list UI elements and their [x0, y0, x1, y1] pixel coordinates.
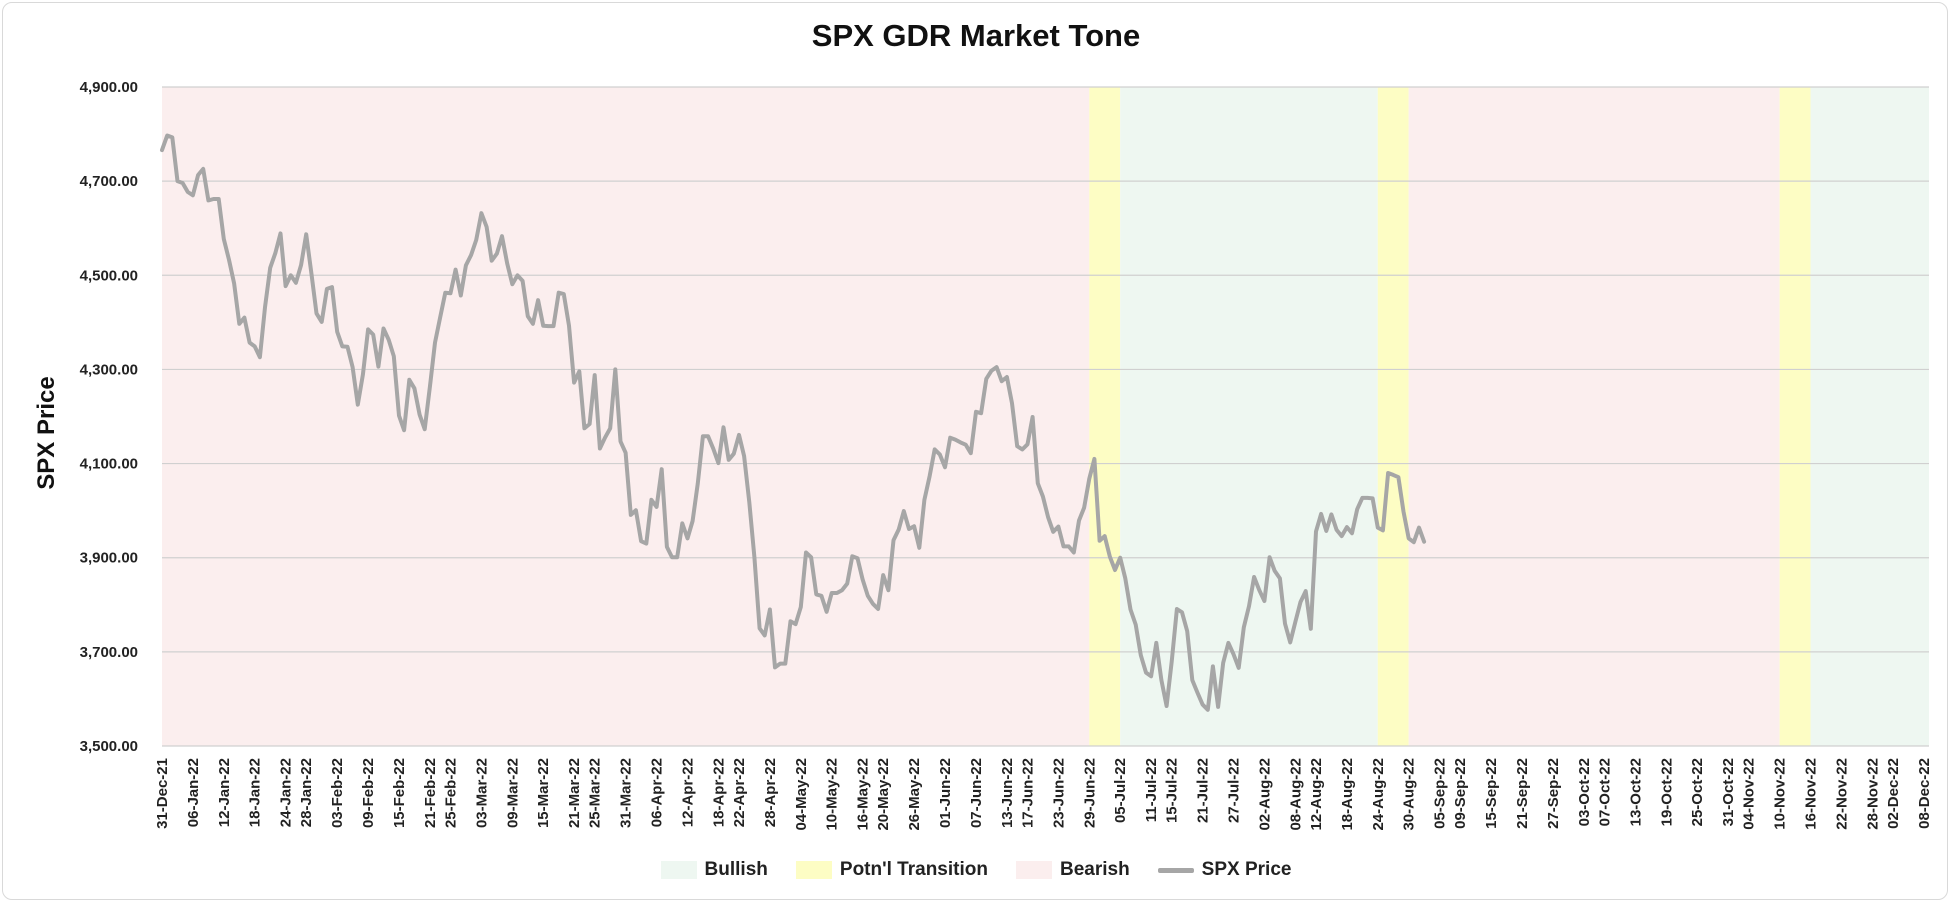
- legend-item-transition: Potn'l Transition: [795, 859, 988, 881]
- x-tick-label: 28-Nov-22: [1864, 758, 1881, 830]
- x-tick-label: 22-Apr-22: [731, 758, 748, 827]
- x-tick-label: 06-Jan-22: [185, 758, 202, 827]
- x-tick-label: 07-Jun-22: [968, 758, 985, 828]
- x-tick-label: 12-Aug-22: [1308, 758, 1325, 831]
- region-bullish-6: [1810, 87, 1929, 746]
- x-tick-label: 26-May-22: [906, 758, 923, 831]
- y-tick-label: 4,900.00: [80, 79, 138, 96]
- y-axis-ticks: 3,500.00 3,700.00 3,900.00 4,100.00 4,300.00…: [80, 79, 138, 755]
- chart-title: SPX GDR Market Tone: [811, 18, 1141, 53]
- legend: Bullish Potn'l Transition Bearish SPX Pr…: [0, 859, 1952, 881]
- legend-label-bearish: Bearish: [1059, 859, 1130, 880]
- y-tick-label: 4,100.00: [80, 456, 138, 473]
- legend-item-spx-price: SPX Price: [1157, 859, 1292, 881]
- legend-swatch-bullish: [660, 861, 697, 879]
- y-tick-label: 4,300.00: [80, 361, 138, 378]
- y-tick-label: 4,700.00: [80, 173, 138, 190]
- series-line-spx-price: [160, 133, 1427, 712]
- x-axis-ticks: 31-Dec-21 06-Jan-22 12-Jan-22 18-Jan-22 24-J…: [154, 758, 1933, 831]
- x-tick-label: 23-Jun-22: [1050, 758, 1067, 828]
- y-tick-label: 3,500.00: [80, 738, 138, 755]
- x-tick-label: 01-Jun-22: [937, 758, 954, 828]
- region-potn-l-transition-5: [1779, 87, 1811, 746]
- legend-swatch-bearish: [1015, 861, 1052, 879]
- legend-swatch-spx-price: [1157, 867, 1194, 873]
- x-tick-label: 20-May-22: [875, 758, 892, 831]
- region-bearish-0: [162, 87, 1090, 746]
- x-tick-label: 02-Aug-22: [1256, 758, 1273, 831]
- x-tick-label: 13-Jun-22: [999, 758, 1016, 828]
- tone-regions: [162, 87, 1929, 746]
- x-tick-label: 04-Nov-22: [1741, 758, 1758, 830]
- x-tick-label: 07-Oct-22: [1596, 758, 1613, 826]
- x-tick-label: 08-Dec-22: [1916, 758, 1933, 829]
- y-tick-label: 3,900.00: [80, 550, 138, 567]
- x-tick-label: 16-May-22: [855, 758, 872, 831]
- region-potn-l-transition-1: [1089, 87, 1121, 746]
- x-tick-label: 13-Oct-22: [1627, 758, 1644, 826]
- x-tick-label: 09-Mar-22: [504, 758, 521, 828]
- series-layer: [160, 133, 1427, 712]
- x-tick-label: 21-Feb-22: [422, 758, 439, 828]
- x-tick-label: 10-Nov-22: [1772, 758, 1789, 830]
- legend-swatch-transition: [795, 861, 832, 879]
- x-tick-label: 17-Jun-22: [1019, 758, 1036, 828]
- region-potn-l-transition-3: [1377, 87, 1409, 746]
- x-tick-label: 08-Aug-22: [1287, 758, 1304, 831]
- x-tick-label: 28-Jan-22: [298, 758, 315, 827]
- y-tick-label: 3,700.00: [80, 644, 138, 661]
- x-tick-label: 10-May-22: [824, 758, 841, 831]
- x-tick-label: 03-Mar-22: [473, 758, 490, 828]
- x-tick-label: 25-Mar-22: [587, 758, 604, 828]
- x-tick-label: 16-Nov-22: [1803, 758, 1820, 830]
- x-tick-label: 15-Sep-22: [1483, 758, 1500, 829]
- legend-label-transition: Potn'l Transition: [839, 859, 988, 880]
- y-tick-label: 4,500.00: [80, 267, 138, 284]
- x-tick-label: 28-Apr-22: [762, 758, 779, 827]
- x-tick-label: 21-Sep-22: [1514, 758, 1531, 829]
- x-tick-label: 04-May-22: [793, 758, 810, 831]
- x-tick-label: 09-Sep-22: [1452, 758, 1469, 829]
- x-tick-label: 02-Dec-22: [1885, 758, 1902, 829]
- x-tick-label: 12-Apr-22: [679, 758, 696, 827]
- region-bearish-4: [1408, 87, 1780, 746]
- x-tick-label: 31-Mar-22: [618, 758, 635, 828]
- x-tick-label: 05-Jul-22: [1112, 758, 1129, 823]
- legend-item-bullish: Bullish: [660, 859, 768, 881]
- x-tick-label: 03-Oct-22: [1576, 758, 1593, 826]
- x-tick-label: 30-Aug-22: [1401, 758, 1418, 831]
- x-tick-label: 29-Jun-22: [1081, 758, 1098, 828]
- legend-item-bearish: Bearish: [1015, 859, 1130, 881]
- x-tick-label: 15-Jul-22: [1164, 758, 1181, 823]
- x-tick-label: 15-Mar-22: [535, 758, 552, 828]
- x-tick-label: 27-Jul-22: [1226, 758, 1243, 823]
- x-tick-label: 22-Nov-22: [1833, 758, 1850, 830]
- region-bullish-2: [1120, 87, 1378, 746]
- x-tick-label: 25-Feb-22: [442, 758, 459, 828]
- x-tick-label: 03-Feb-22: [329, 758, 346, 828]
- x-tick-label: 09-Feb-22: [360, 758, 377, 828]
- legend-label-spx-price: SPX Price: [1201, 859, 1292, 880]
- x-tick-label: 21-Jul-22: [1195, 758, 1212, 823]
- x-tick-label: 05-Sep-22: [1432, 758, 1449, 829]
- x-tick-label: 18-Jan-22: [247, 758, 264, 827]
- x-tick-label: 31-Dec-21: [154, 758, 171, 829]
- x-tick-label: 11-Jul-22: [1143, 758, 1160, 822]
- x-tick-label: 06-Apr-22: [649, 758, 666, 827]
- x-tick-label: 18-Apr-22: [710, 758, 727, 827]
- x-tick-label: 31-Oct-22: [1720, 758, 1737, 826]
- x-tick-label: 18-Aug-22: [1339, 758, 1356, 831]
- x-tick-label: 19-Oct-22: [1658, 758, 1675, 826]
- x-tick-label: 25-Oct-22: [1689, 758, 1706, 826]
- x-tick-label: 24-Aug-22: [1370, 758, 1387, 831]
- legend-label-bullish: Bullish: [704, 859, 768, 880]
- x-tick-label: 15-Feb-22: [391, 758, 408, 828]
- x-tick-label: 12-Jan-22: [216, 758, 233, 827]
- x-tick-label: 24-Jan-22: [278, 758, 295, 827]
- x-tick-label: 27-Sep-22: [1545, 758, 1562, 829]
- x-tick-label: 21-Mar-22: [566, 758, 583, 828]
